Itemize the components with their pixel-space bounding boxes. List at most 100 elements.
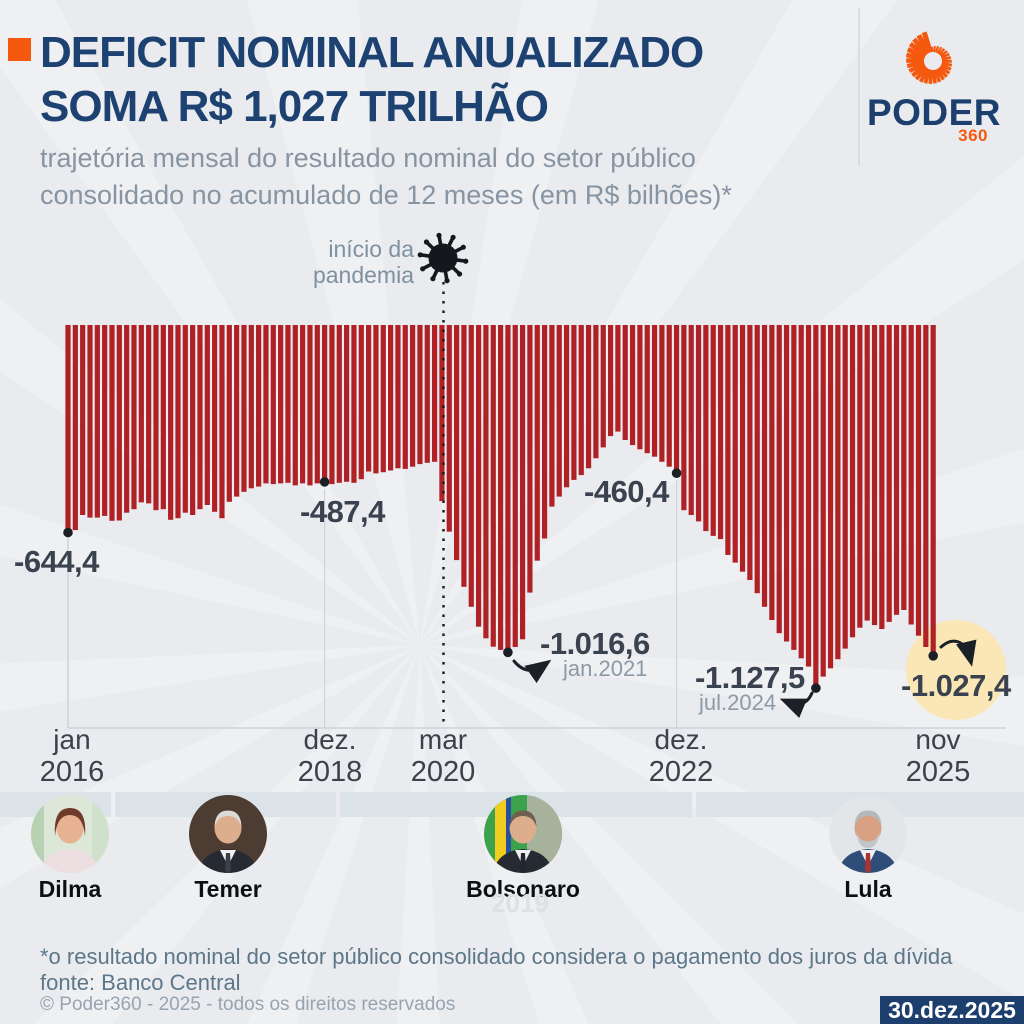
deficit-bar [761,325,768,607]
deficit-bar [915,325,922,636]
deficit-bar [879,325,885,629]
deficit-bar [849,325,856,638]
president-name: Temer [194,876,262,902]
deficit-bar [695,325,702,522]
deficit-bar [798,325,804,659]
deficit-bar [805,325,812,667]
deficit-bar [666,325,672,467]
deficit-bar [585,325,592,469]
deficit-bar [410,325,416,467]
deficit-bar [380,325,386,473]
deficit-bar [278,325,284,484]
deficit-bar [769,325,775,620]
deficit-bar [373,325,379,474]
callout-date: jan.2021 [563,656,648,681]
deficit-bar [366,325,372,472]
deficit-bar [160,325,166,510]
deficit-bar [461,325,467,587]
deficit-bar [827,325,834,669]
callout-dot [319,477,330,487]
plot-frame [67,325,1006,729]
deficit-bar [871,325,878,626]
deficit-bar [637,325,643,450]
pandemic-annotation: início da pandemia [290,236,414,288]
deficit-bar [138,325,144,503]
deficit-bar [864,325,870,621]
deficit-bar [791,325,797,650]
footnote: *o resultado nominal do setor público co… [40,944,953,969]
deficit-bar [329,325,335,485]
callout-dot [928,651,938,661]
deficit-bar [351,325,357,483]
deficit-bar [432,325,438,462]
deficit-bar [813,325,819,689]
deficit-bar [519,325,526,640]
deficit-bar [857,325,863,628]
pandemic-annotation-line-2: pandemia [312,262,414,288]
deficit-bar [87,325,93,518]
deficit-bar [388,325,394,471]
deficit-bar [541,325,548,539]
deficit-bar [153,325,159,511]
brand-suffix: 360 [958,126,988,145]
copyright: © Poder360 - 2025 - todos os direitos re… [40,994,456,1015]
deficit-bar [256,325,262,487]
deficit-bar [212,325,218,512]
axis-tick: jan 2016 [39,724,105,788]
deficit-bar [72,325,78,531]
deficit-bar [842,325,848,649]
deficit-bar [681,325,687,511]
deficit-bar [314,325,320,484]
callout-dot [63,527,73,538]
deficit-bar [908,325,914,625]
deficit-bar [549,325,555,507]
value-callout: -644,4 [14,544,99,579]
callout-dot [811,683,821,693]
deficit-bar [607,325,614,437]
value-callout: -487,4 [300,494,385,529]
president-avatar [30,794,110,874]
deficit-bar [527,325,533,593]
deficit-bar [65,325,71,533]
deficit-bar [336,325,342,483]
page-subtitle: trajetória mensal do resultado nominal d… [40,140,732,214]
deficit-bar [622,325,628,440]
deficit-bar [893,325,900,615]
deficit-bar [146,325,152,504]
deficit-bar [234,325,240,497]
deficit-bar [168,325,174,520]
deficit-bar [219,325,225,519]
deficit-bar [615,325,621,432]
axis-tick: nov 2025 [905,724,971,788]
deficit-bar [688,325,694,515]
value-callout: -460,4 [584,474,669,509]
callout-date: jul.2024 [699,690,777,715]
deficit-bar [446,325,452,532]
deficit-bar [629,325,636,446]
axis-tick: dez. 2022 [648,724,714,788]
accent-square [8,38,31,61]
value-callout: -1.027,4 [901,668,1011,703]
deficit-bar [776,325,782,634]
deficit-bar [292,325,298,486]
deficit-bar [402,325,408,469]
deficit-bar [454,325,460,561]
president-name: Bolsonaro [466,876,580,902]
value-callout: -1.127,5 [695,660,805,695]
deficit-bar [497,325,504,650]
header-divider [858,8,860,166]
brand-name: PODER [866,92,1002,133]
axis-tick: mar 2020 [410,724,476,788]
deficit-bar [483,325,489,639]
deficit-bar [673,325,680,474]
value-callout: -1.016,6 [540,626,650,661]
deficit-bar [124,325,130,513]
deficit-bar [109,325,115,521]
deficit-bar [923,325,929,647]
deficit-bar [102,325,108,516]
deficit-bar [80,325,86,515]
deficit-bar [270,325,276,485]
callout-dot [503,647,513,658]
deficit-bar [651,325,658,457]
title-line-1: DEFICIT NOMINAL ANUALIZADO [40,28,704,77]
